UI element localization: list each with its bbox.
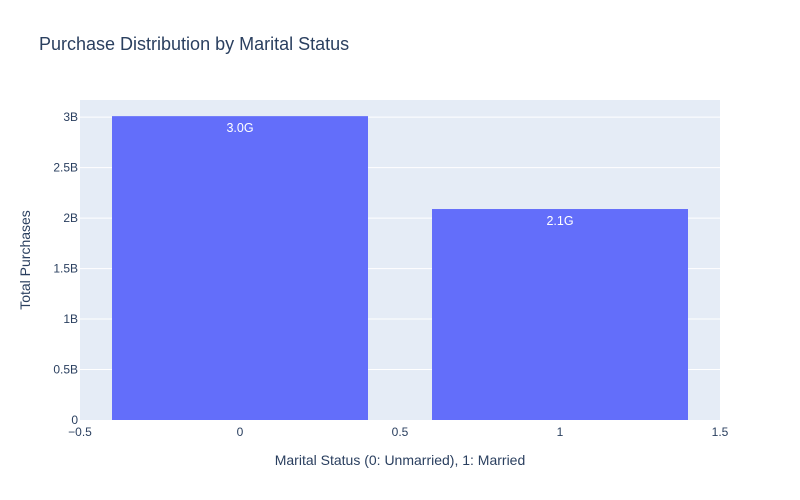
bar-data-label: 3.0G — [226, 121, 253, 135]
y-tick-label: 2B — [63, 211, 78, 225]
bars — [112, 116, 688, 420]
bar — [112, 116, 368, 420]
bar-data-label: 2.1G — [546, 214, 573, 228]
bar-labels: 3.0G 2.1G — [226, 121, 573, 228]
y-axis-label: Total Purchases — [17, 210, 33, 310]
y-tick-label: 2.5B — [53, 161, 78, 175]
y-tick-label: 0.5B — [53, 363, 78, 377]
y-tick-label: 1.5B — [53, 262, 78, 276]
x-axis-ticks: −0.5 0 0.5 1 1.5 — [68, 425, 729, 439]
y-tick-label: 1B — [63, 312, 78, 326]
bar — [432, 209, 688, 420]
x-tick-label: 0.5 — [392, 425, 409, 439]
x-tick-label: 1.5 — [712, 425, 729, 439]
y-tick-label: 3B — [63, 110, 78, 124]
chart-title: Purchase Distribution by Marital Status — [39, 34, 349, 54]
x-tick-label: −0.5 — [68, 425, 92, 439]
x-tick-label: 1 — [557, 425, 564, 439]
y-axis-ticks: 0 0.5B 1B 1.5B 2B 2.5B 3B — [53, 110, 78, 427]
y-tick-label: 0 — [71, 413, 78, 427]
x-axis-label: Marital Status (0: Unmarried), 1: Marrie… — [275, 452, 526, 468]
x-tick-label: 0 — [237, 425, 244, 439]
